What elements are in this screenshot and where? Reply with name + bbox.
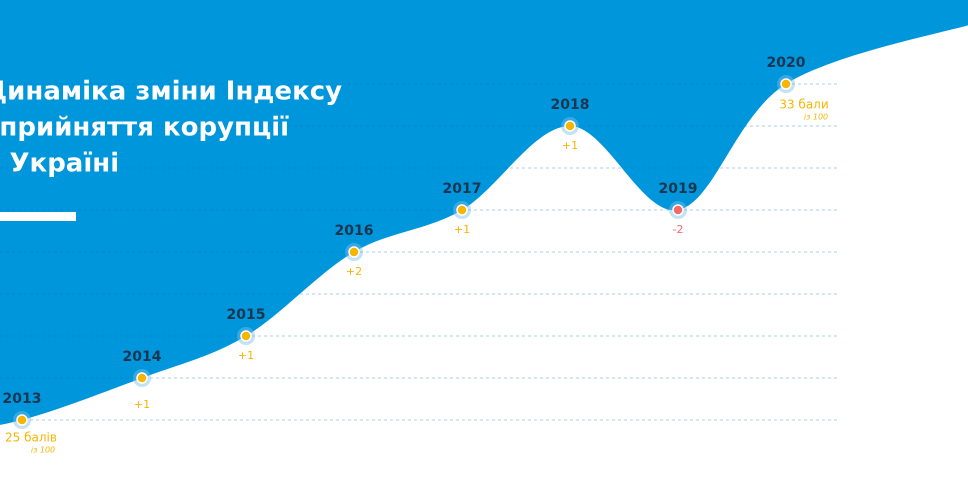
change-label: +1 — [562, 139, 578, 152]
title-line: в Україні — [0, 149, 119, 179]
area — [0, 25, 968, 504]
change-label: +1 — [134, 398, 150, 411]
grid-layer — [0, 83, 838, 421]
title-underline — [0, 212, 76, 221]
point — [240, 330, 252, 342]
point — [348, 246, 360, 258]
point — [16, 414, 28, 426]
point — [564, 120, 576, 132]
year-label: 2017 — [443, 181, 482, 197]
title: Динаміка зміни Індексу сприйняття корупці… — [0, 77, 342, 179]
change-label: +1 — [454, 223, 470, 236]
year-label: 2015 — [227, 307, 266, 323]
year-label: 2014 — [123, 349, 162, 365]
year-label: 2020 — [767, 55, 806, 71]
change-label: +2 — [346, 265, 362, 278]
point — [456, 204, 468, 216]
point — [672, 204, 684, 216]
title-line: сприйняття корупції — [0, 113, 289, 143]
value-sublabel: із 100 — [31, 446, 55, 455]
title-line: Динаміка зміни Індексу — [0, 77, 342, 107]
value-label: 33 бали — [779, 98, 828, 112]
point — [780, 78, 792, 90]
change-label: +1 — [238, 349, 254, 362]
point — [136, 372, 148, 384]
area-layer — [0, 25, 968, 504]
value-sublabel: із 100 — [804, 113, 828, 122]
year-label: 2019 — [659, 181, 698, 197]
year-label: 2013 — [3, 391, 42, 407]
change-label: -2 — [673, 223, 684, 236]
value-label: 25 балів — [5, 431, 57, 445]
year-label: 2016 — [335, 223, 374, 239]
year-label: 2018 — [551, 97, 590, 113]
